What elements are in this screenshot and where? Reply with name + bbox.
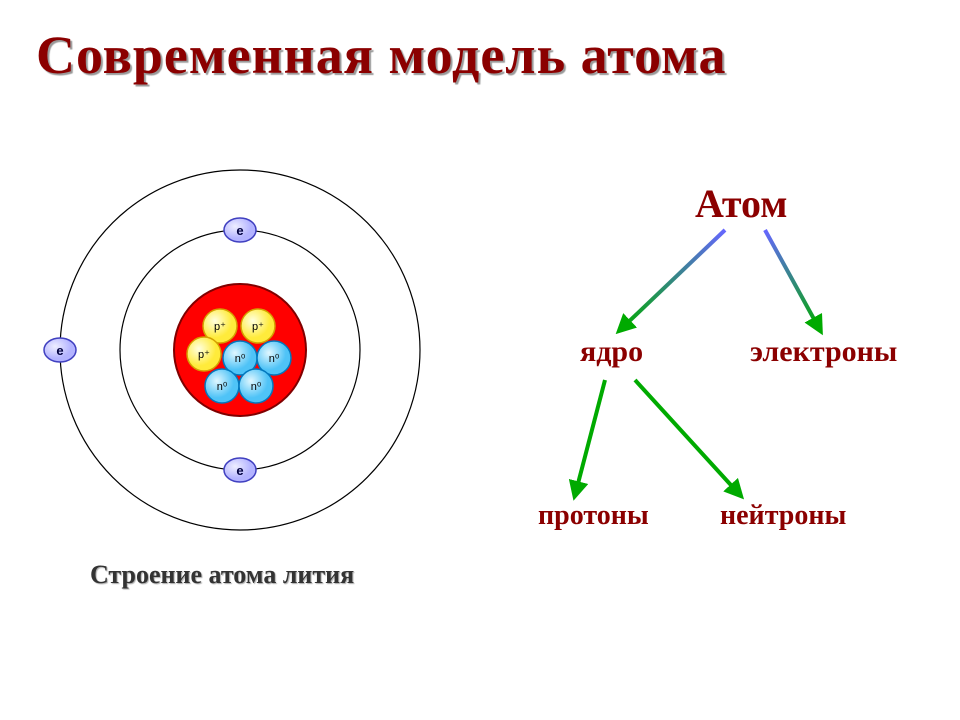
proton-label: p⁺ <box>198 349 210 361</box>
electron-label: e <box>236 223 243 238</box>
tree-arrow <box>620 230 725 330</box>
tree-arrow <box>765 230 820 330</box>
tree-node-neutrons: нейтроны <box>720 500 846 532</box>
tree-node-atom: Атом <box>695 180 788 227</box>
tree-arrow <box>635 380 740 495</box>
proton-label: p⁺ <box>252 321 264 333</box>
proton-label: p⁺ <box>214 321 226 333</box>
concept-tree: Атом ядро электроны протоны нейтроны <box>520 180 940 600</box>
tree-node-nucleus: ядро <box>580 335 643 369</box>
tree-node-protons: протоны <box>538 500 649 532</box>
atom-caption: Строение атома лития <box>90 560 354 590</box>
atom-diagram: p⁺ p⁺ p⁺ n⁰ n⁰ n⁰ n⁰ e e e <box>40 150 440 550</box>
electron-label: e <box>56 343 63 358</box>
neutron-label: n⁰ <box>217 381 228 393</box>
neutron-label: n⁰ <box>251 381 262 393</box>
neutron-label: n⁰ <box>269 353 280 365</box>
neutron-label: n⁰ <box>235 353 246 365</box>
tree-arrow <box>575 380 605 495</box>
electron-label: e <box>236 463 243 478</box>
page-title: Современная модель атома <box>36 24 726 86</box>
tree-node-electrons: электроны <box>750 335 897 369</box>
